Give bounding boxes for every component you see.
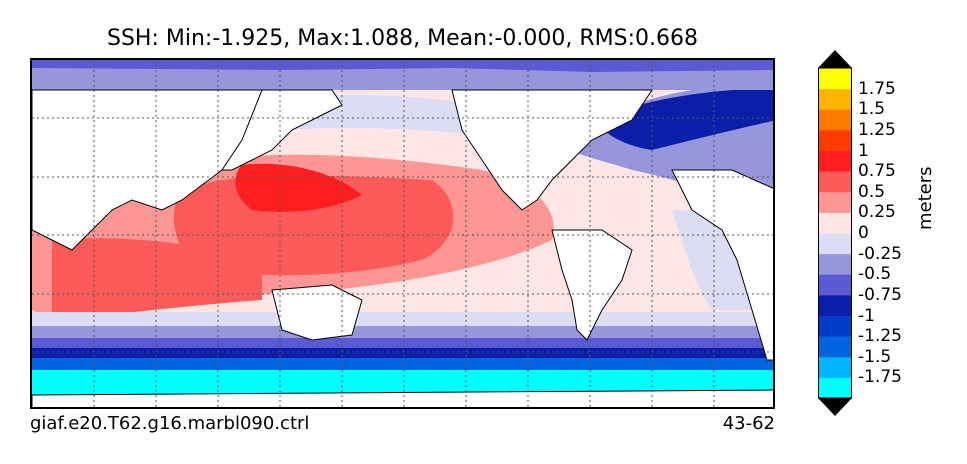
- colorbar-segment: [818, 171, 852, 193]
- colorbar-tick-label: 1: [858, 140, 869, 161]
- colorbar-segment: [818, 68, 852, 90]
- colorbar-tick-label: -0.25: [858, 243, 902, 264]
- colorbar-tick-label: 1.75: [858, 78, 896, 99]
- colorbar-tick-label: -1.25: [858, 326, 902, 347]
- indian-ocean-red: [52, 238, 262, 320]
- south-america: [551, 229, 633, 341]
- so-band-4: [32, 348, 773, 358]
- colorbar-outline: [818, 67, 852, 399]
- colorbar-tick-label: 0.75: [858, 161, 896, 182]
- so-band-3: [32, 338, 773, 348]
- colorbar-tick-label: 0.5: [858, 181, 886, 202]
- colorbar-tick-label: -1.5: [858, 346, 892, 367]
- colorbar-segment: [818, 377, 852, 399]
- colorbar-segment: [818, 294, 852, 316]
- colorbar-tick-label: -0.75: [858, 284, 902, 305]
- colorbar-tick-label: 1.25: [858, 119, 896, 140]
- colorbar-segment: [818, 191, 852, 213]
- colorbar-unit: meters: [915, 166, 936, 230]
- colorbar-segment: [818, 315, 852, 337]
- so-band-5: [32, 358, 773, 370]
- antarctica: [32, 389, 773, 407]
- colorbar-tick-label: -0.5: [858, 264, 892, 285]
- colorbar-segment: [818, 212, 852, 234]
- colorbar-segment: [818, 253, 852, 275]
- colorbar-segment: [818, 109, 852, 131]
- africa: [671, 169, 773, 361]
- colorbar-segment: [818, 336, 852, 358]
- asia-east: [221, 89, 343, 171]
- colorbar-extend-high: [818, 50, 852, 68]
- kuroshio-high: [235, 163, 362, 212]
- continents: [32, 89, 773, 407]
- colorbar-extend-low: [818, 398, 852, 416]
- so-band-1: [32, 312, 773, 326]
- ssh-map-svg: [32, 60, 773, 407]
- case-name: giaf.e20.T62.g16.marbl090.ctrl: [30, 413, 310, 434]
- north-atlantic-deep: [592, 90, 773, 150]
- colorbar-tick-label: 1.5: [858, 99, 886, 120]
- colorbar-tick-label: -1: [858, 305, 875, 326]
- colorbar-segment: [818, 129, 852, 151]
- colorbar-tick-label: 0: [858, 223, 869, 243]
- years-label: 43-62: [722, 413, 775, 434]
- australia: [271, 284, 363, 341]
- colorbar-segment: [818, 356, 852, 378]
- colorbar-tick-label: -1.75: [858, 367, 902, 388]
- colorbar-segment: [818, 274, 852, 296]
- graticule: [32, 60, 773, 407]
- plot-title: SSH: Min:-1.925, Max:1.088, Mean:-0.000,…: [107, 26, 698, 51]
- colorbar-segment: [818, 233, 852, 255]
- colorbar-segment: [818, 88, 852, 110]
- arctic-deep: [32, 60, 773, 72]
- north-america: [451, 89, 653, 211]
- colorbar: [818, 50, 852, 416]
- ssh-map: [30, 58, 775, 409]
- colorbar-segment: [818, 150, 852, 172]
- colorbar-tick-label: 0.25: [858, 202, 896, 223]
